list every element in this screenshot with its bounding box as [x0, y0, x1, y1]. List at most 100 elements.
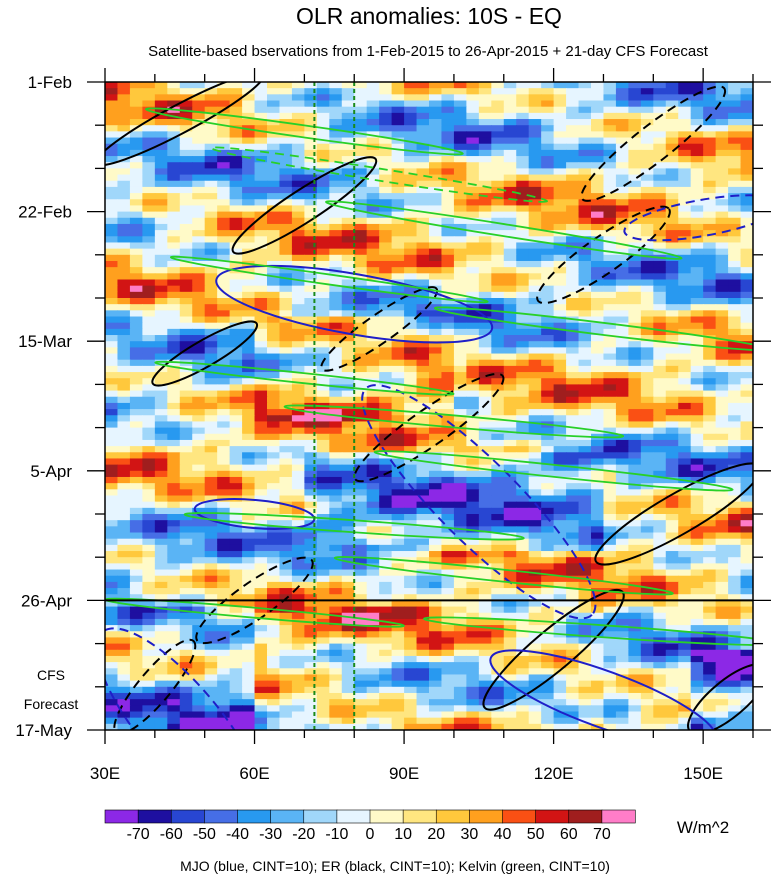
field-cell	[690, 538, 704, 546]
field-cell	[404, 588, 418, 595]
field-cell	[566, 193, 580, 200]
field-cell	[503, 544, 517, 552]
field-cell	[441, 254, 455, 262]
field-cell	[678, 365, 692, 373]
field-cell	[678, 112, 692, 120]
field-cell	[453, 322, 467, 330]
field-cell	[441, 341, 455, 348]
field-cell	[453, 112, 467, 120]
field-cell	[453, 643, 467, 651]
field-cell	[329, 131, 343, 139]
field-cell	[379, 396, 393, 404]
field-cell	[640, 594, 654, 601]
field-cell	[516, 156, 530, 163]
field-cell	[615, 149, 629, 157]
field-cell	[329, 600, 343, 608]
field-cell	[591, 341, 605, 348]
field-cell	[503, 236, 517, 244]
field-cell	[541, 335, 555, 342]
field-cell	[678, 119, 692, 126]
field-cell	[354, 125, 368, 132]
field-cell	[366, 483, 380, 490]
field-cell	[516, 618, 530, 626]
field-cell	[117, 217, 131, 225]
field-cell	[229, 205, 243, 213]
field-cell	[204, 223, 218, 231]
field-cell	[179, 551, 193, 558]
field-cell	[740, 353, 753, 361]
field-cell	[640, 291, 654, 299]
field-cell	[391, 588, 405, 595]
field-cell	[690, 149, 704, 157]
field-cell	[528, 168, 542, 176]
field-cell	[179, 119, 193, 126]
field-cell	[217, 501, 231, 509]
field-cell	[254, 631, 268, 639]
field-cell	[279, 137, 293, 145]
field-cell	[117, 242, 131, 250]
field-cell	[416, 162, 430, 169]
field-cell	[690, 551, 704, 558]
field-cell	[678, 162, 692, 169]
field-cell	[316, 476, 330, 484]
field-cell	[516, 125, 530, 132]
field-cell	[703, 193, 717, 200]
field-cell	[615, 514, 629, 521]
field-cell	[379, 223, 393, 231]
field-cell	[341, 581, 355, 589]
field-cell	[316, 594, 330, 601]
field-cell	[591, 581, 605, 589]
field-cell	[665, 649, 679, 657]
field-cell	[740, 495, 753, 503]
field-cell	[628, 236, 642, 244]
field-cell	[541, 544, 555, 552]
field-cell	[129, 335, 143, 342]
field-cell	[541, 149, 555, 157]
field-cell	[728, 384, 742, 392]
field-cell	[678, 655, 692, 663]
field-cell	[591, 291, 605, 299]
field-cell	[142, 94, 156, 102]
field-cell	[516, 439, 530, 447]
field-cell	[192, 538, 206, 546]
field-cell	[715, 600, 729, 608]
field-cell	[404, 594, 418, 601]
field-cell	[591, 279, 605, 287]
field-cell	[416, 618, 430, 626]
field-cell	[179, 223, 193, 231]
field-cell	[154, 131, 168, 139]
field-cell	[678, 588, 692, 595]
field-cell	[341, 557, 355, 564]
field-cell	[192, 341, 206, 348]
field-cell	[354, 359, 368, 367]
field-cell	[566, 162, 580, 169]
field-cell	[478, 433, 492, 441]
field-cell	[404, 649, 418, 657]
field-cell	[566, 291, 580, 299]
field-cell	[229, 514, 243, 521]
field-cell	[117, 285, 131, 293]
field-cell	[129, 563, 143, 571]
field-cell	[291, 298, 305, 305]
field-cell	[416, 557, 430, 564]
field-cell	[491, 143, 505, 151]
field-cell	[640, 112, 654, 120]
field-cell	[466, 532, 480, 540]
field-cell	[553, 180, 567, 188]
field-cell	[329, 186, 343, 194]
field-cell	[528, 180, 542, 188]
field-cell	[740, 230, 753, 237]
field-cell	[703, 439, 717, 447]
field-cell	[217, 199, 231, 207]
field-cell	[615, 643, 629, 651]
field-cell	[578, 625, 592, 632]
field-cell	[105, 205, 119, 213]
field-cell	[640, 94, 654, 102]
field-cell	[429, 112, 443, 120]
field-cell	[142, 193, 156, 200]
field-cell	[242, 149, 256, 157]
field-cell	[167, 162, 181, 169]
field-cell	[179, 168, 193, 176]
field-cell	[478, 618, 492, 626]
field-cell	[391, 242, 405, 250]
